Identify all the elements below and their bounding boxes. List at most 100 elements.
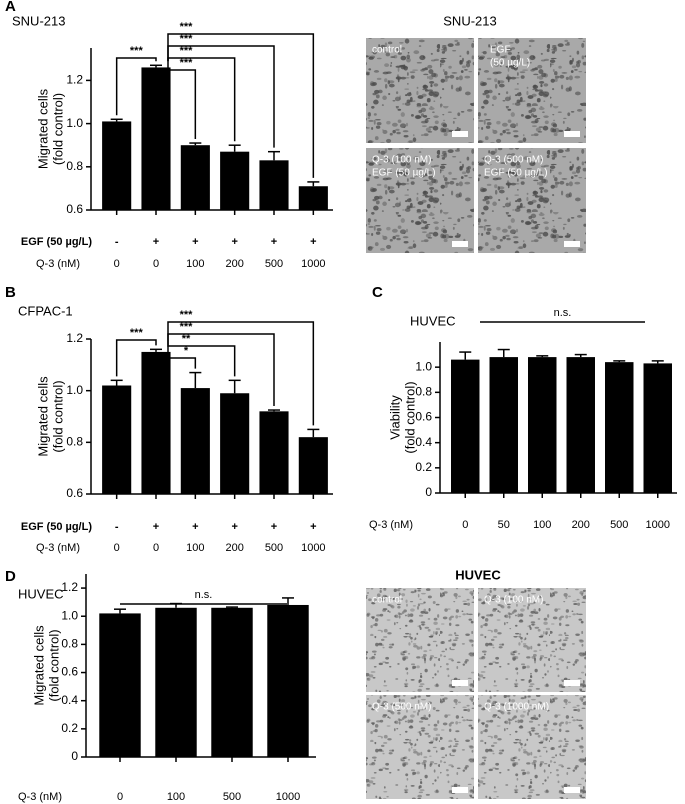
x-tick-label: + xyxy=(153,521,159,533)
x-tick-label: - xyxy=(115,236,119,248)
x-tick-label: 100 xyxy=(186,258,204,270)
micrograph xyxy=(366,588,474,692)
significance-label: *** xyxy=(180,21,194,33)
image-label: EGF (50 µg/L) xyxy=(484,168,548,179)
y-tick-label: 1.2 xyxy=(66,73,83,87)
x-tick-label: + xyxy=(192,236,198,248)
x-tick-label: 0 xyxy=(462,519,468,531)
x-tick-label: 100 xyxy=(186,542,204,554)
x-tick-label: 0 xyxy=(114,542,120,554)
micrograph xyxy=(478,588,586,692)
panel-letter: C xyxy=(372,284,383,301)
y-tick-label: 0.2 xyxy=(415,460,432,474)
y-tick-label: 1.0 xyxy=(66,383,83,397)
y-axis-label: (fold control) xyxy=(46,629,61,701)
bar xyxy=(180,145,210,210)
y-axis-label: (fold control) xyxy=(50,380,65,452)
bar xyxy=(267,604,309,757)
image-label: EGF xyxy=(490,45,511,56)
image-label: Q-3 (500 nM) xyxy=(372,702,431,713)
bar xyxy=(102,121,132,210)
bar xyxy=(220,151,250,210)
y-tick-label: 0.6 xyxy=(61,665,78,679)
micrograph xyxy=(478,695,586,799)
significance-label: *** xyxy=(180,57,194,69)
panel-letter: B xyxy=(5,284,16,301)
x-tick-label: 500 xyxy=(223,791,241,803)
x-tick-label: + xyxy=(231,521,237,533)
significance-label: * xyxy=(184,345,189,357)
x-axis-label: Q-3 (nM) xyxy=(18,791,62,803)
y-tick-label: 1.2 xyxy=(61,580,78,594)
significance-label: *** xyxy=(180,309,194,321)
significance-bracket xyxy=(167,321,315,426)
bar xyxy=(489,357,518,493)
row-label: EGF (50 µg/L) xyxy=(21,236,92,248)
scale-bar xyxy=(564,241,580,247)
x-tick-label: 200 xyxy=(225,258,243,270)
row-label: Q-3 (nM) xyxy=(36,258,80,270)
significance-bracket xyxy=(115,57,157,116)
micrograph xyxy=(366,695,474,799)
y-tick-label: 1.0 xyxy=(415,359,432,373)
significance-bracket xyxy=(115,339,157,377)
bar xyxy=(451,359,480,493)
y-tick-label: 0.6 xyxy=(66,202,83,216)
x-tick-label: 500 xyxy=(265,258,283,270)
image-label: Q-3 (100 nM) xyxy=(372,155,431,166)
scale-bar xyxy=(452,680,468,686)
bar xyxy=(155,607,197,757)
significance-label: ** xyxy=(182,333,191,345)
significance-bracket xyxy=(167,345,236,377)
image-label: Q-3 (500 nM) xyxy=(484,155,543,166)
bar xyxy=(528,357,557,493)
x-tick-label: + xyxy=(310,521,316,533)
bar xyxy=(298,186,328,210)
x-tick-label: + xyxy=(231,236,237,248)
x-tick-label: 0 xyxy=(117,791,123,803)
bar xyxy=(298,437,328,494)
y-axis-label: (fold control) xyxy=(50,93,65,165)
y-tick-label: 0.8 xyxy=(66,159,83,173)
chart-title: HUVEC xyxy=(410,313,456,328)
image-panel-title: HUVEC xyxy=(455,567,501,582)
bar xyxy=(605,362,634,493)
x-tick-label: 1000 xyxy=(301,542,325,554)
micrograph xyxy=(366,38,474,143)
image-label: EGF (50 µg/L) xyxy=(372,168,436,179)
x-tick-label: 200 xyxy=(225,542,243,554)
bar xyxy=(180,388,210,494)
y-tick-label: 1.2 xyxy=(66,331,83,345)
image-label: Q-3 (100 nM) xyxy=(484,595,543,606)
micrograph xyxy=(478,148,586,253)
y-tick-label: 0 xyxy=(71,749,78,763)
image-label: control xyxy=(372,595,402,606)
y-tick-label: 0.2 xyxy=(61,721,78,735)
x-tick-label: + xyxy=(153,236,159,248)
scale-bar xyxy=(452,787,468,793)
y-axis-label: Migrated cells xyxy=(35,376,50,457)
significance-label: n.s. xyxy=(554,307,572,319)
micrograph xyxy=(366,148,474,253)
x-tick-label: 100 xyxy=(167,791,185,803)
bar xyxy=(643,363,672,493)
y-tick-label: 0.6 xyxy=(66,486,83,500)
scale-bar xyxy=(564,680,580,686)
x-axis-label: Q-3 (nM) xyxy=(369,519,413,531)
panel-letter: A xyxy=(5,0,16,15)
bar xyxy=(566,357,595,493)
image-label: Q-3 (1000 nM) xyxy=(484,702,549,713)
significance-label: *** xyxy=(130,45,144,57)
image-label: control xyxy=(372,45,402,56)
y-tick-label: 0.8 xyxy=(66,435,83,449)
significance-label: *** xyxy=(180,45,194,57)
y-tick-label: 0 xyxy=(425,485,432,499)
scale-bar xyxy=(452,131,468,137)
bar xyxy=(141,67,171,210)
chart-title: HUVEC xyxy=(18,586,64,601)
scale-bar xyxy=(564,787,580,793)
y-tick-label: 0.4 xyxy=(415,435,432,449)
significance-bracket xyxy=(167,33,315,178)
x-tick-label: 0 xyxy=(153,258,159,270)
x-tick-label: 1000 xyxy=(301,258,325,270)
